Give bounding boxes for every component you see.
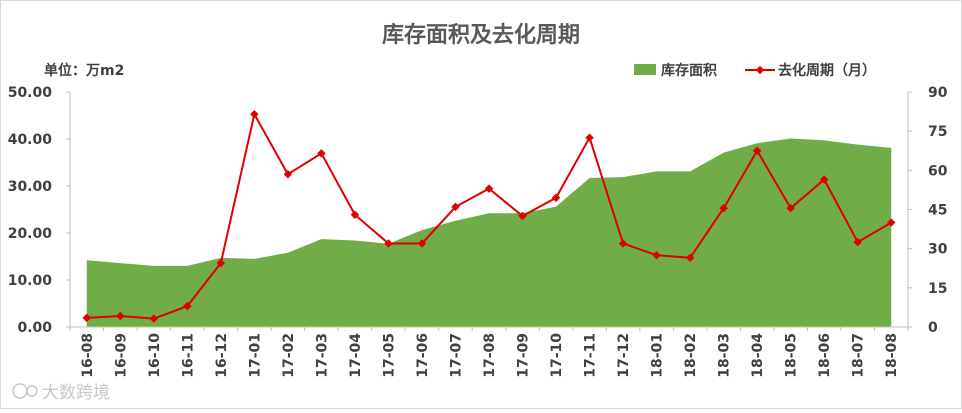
line-point: [283, 170, 293, 179]
line-point: [451, 202, 460, 212]
watermark-logo-dot: [26, 385, 38, 397]
x-tick-label: 17-12: [616, 333, 632, 378]
y-left-tick-label: 40.00: [8, 132, 53, 148]
line-point: [183, 301, 192, 311]
line-point: [484, 184, 494, 193]
line-point: [350, 210, 360, 219]
x-tick-label: 17-03: [314, 333, 330, 378]
legend-label-line: 去化周期（月）: [778, 62, 876, 79]
y-right-tick-label: 15: [928, 281, 947, 297]
y-left-tick-label: 50.00: [8, 85, 53, 101]
line-point: [384, 239, 393, 248]
x-tick-label: 17-04: [348, 333, 364, 378]
x-tick-label: 17-10: [549, 333, 565, 378]
y-right-tick-label: 45: [928, 203, 947, 219]
x-tick-label: 17-11: [583, 333, 599, 378]
x-tick-label: 17-08: [482, 333, 498, 378]
x-tick-label: 17-06: [415, 333, 431, 378]
line-point: [216, 258, 226, 268]
x-tick-label: 17-01: [247, 333, 263, 378]
x-tick-label: 18-07: [851, 333, 867, 378]
y-right-tick-label: 90: [928, 85, 948, 101]
y-left-tick-label: 20.00: [8, 226, 53, 242]
area-series-inventory: [86, 138, 892, 327]
x-tick-label: 17-09: [516, 333, 532, 378]
watermark-text: 大数跨境: [42, 383, 110, 403]
x-tick-label: 16-12: [214, 333, 230, 378]
y-left-tick-label: 0.00: [17, 320, 52, 336]
x-tick-label: 18-02: [683, 333, 699, 378]
x-tick-label: 16-08: [80, 333, 96, 378]
legend-swatch-area: [634, 64, 656, 75]
x-tick-label: 16-10: [147, 333, 163, 378]
x-tick-label: 18-04: [750, 333, 766, 378]
x-tick-label: 16-09: [113, 333, 129, 378]
x-tick-label: 18-08: [884, 333, 900, 378]
x-tick-label: 18-03: [717, 333, 733, 378]
line-point: [317, 149, 326, 158]
y-right-tick-label: 75: [928, 124, 947, 140]
chart-title: 库存面积及去化周期: [382, 22, 580, 48]
x-tick-label: 18-06: [817, 333, 833, 378]
x-tick-label: 17-02: [281, 333, 297, 378]
x-tick-label: 17-05: [381, 333, 397, 378]
x-tick-label: 18-01: [650, 333, 666, 378]
legend: 库存面积 去化周期（月）: [634, 62, 876, 79]
line-point: [149, 314, 159, 323]
line-point: [417, 239, 427, 248]
x-tick-label: 16-11: [180, 333, 196, 378]
y-right-tick-label: 0: [928, 320, 938, 336]
y-left-tick-label: 30.00: [8, 179, 53, 195]
x-tick-label: 17-07: [448, 333, 464, 378]
watermark: 大数跨境: [12, 383, 110, 403]
y-right-tick-label: 30: [928, 242, 948, 258]
y-left-tick-label: 10.00: [8, 273, 53, 289]
line-point: [82, 313, 92, 323]
unit-label: 单位：万m2: [44, 62, 124, 79]
x-tick-label: 18-05: [784, 333, 800, 378]
y-right-tick-label: 60: [928, 163, 948, 179]
line-point: [116, 311, 125, 321]
plot-area: 0.00 10.00 20.00 30.00 40.00 50.00 0 15 30 45 60 75…: [8, 85, 948, 378]
legend-label-area: 库存面积: [661, 62, 717, 79]
